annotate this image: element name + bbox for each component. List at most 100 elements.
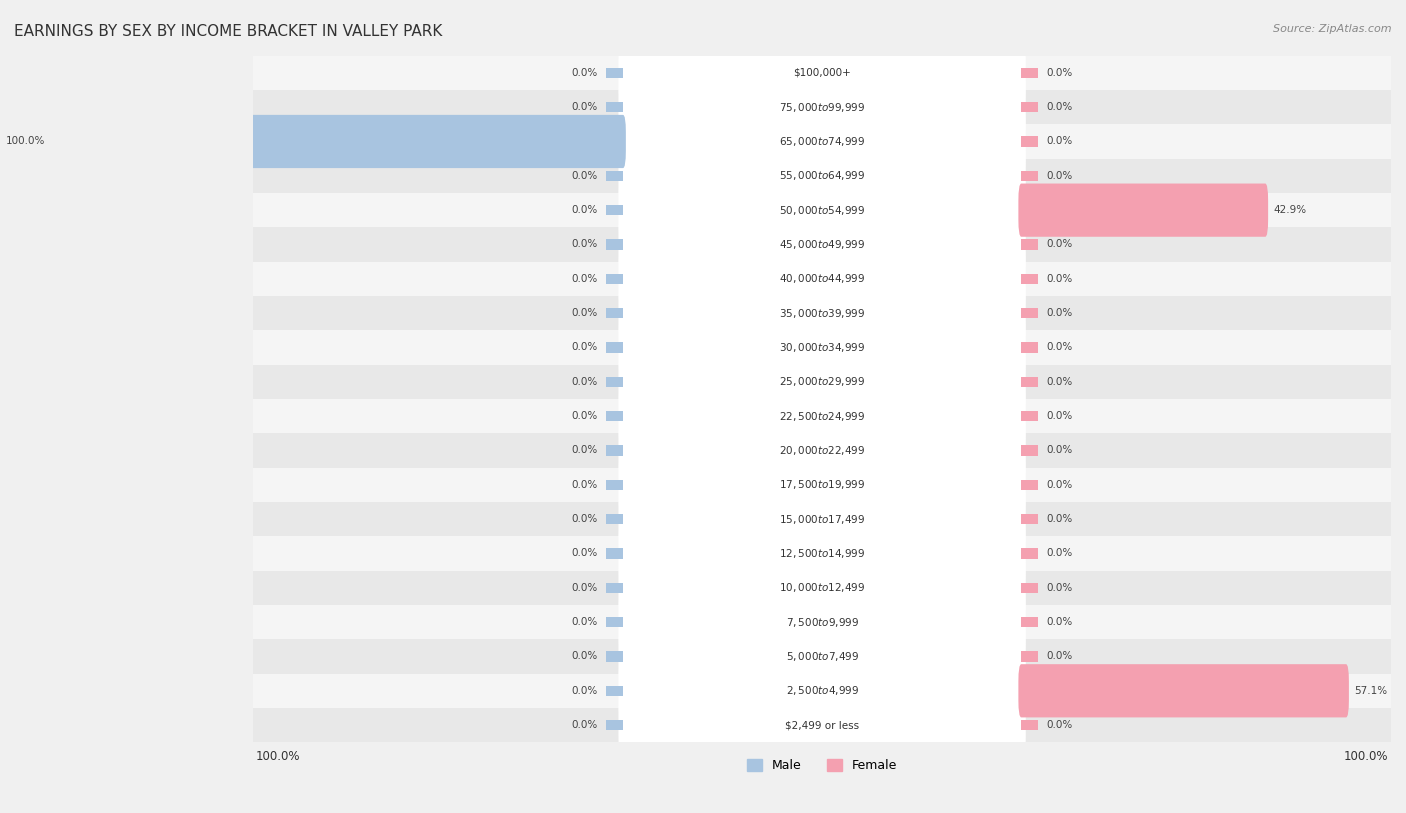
Bar — [1021, 514, 1038, 524]
FancyBboxPatch shape — [619, 414, 1026, 487]
FancyBboxPatch shape — [1018, 184, 1268, 237]
FancyBboxPatch shape — [619, 585, 1026, 659]
Bar — [606, 685, 623, 696]
Bar — [1021, 480, 1038, 490]
Bar — [253, 159, 1391, 193]
Text: 0.0%: 0.0% — [571, 514, 598, 524]
Bar — [253, 433, 1391, 467]
Text: $65,000 to $74,999: $65,000 to $74,999 — [779, 135, 865, 148]
Text: 0.0%: 0.0% — [571, 171, 598, 180]
Bar — [253, 605, 1391, 639]
Bar — [1021, 308, 1038, 319]
FancyBboxPatch shape — [619, 105, 1026, 178]
Text: 0.0%: 0.0% — [1047, 446, 1073, 455]
Bar — [253, 537, 1391, 571]
Text: $12,500 to $14,999: $12,500 to $14,999 — [779, 547, 865, 560]
Text: 0.0%: 0.0% — [571, 342, 598, 353]
Bar — [606, 205, 623, 215]
Text: $45,000 to $49,999: $45,000 to $49,999 — [779, 238, 865, 251]
Text: Source: ZipAtlas.com: Source: ZipAtlas.com — [1274, 24, 1392, 34]
Bar — [1021, 446, 1038, 455]
Bar — [1021, 67, 1038, 78]
Text: 100.0%: 100.0% — [256, 750, 301, 763]
Bar — [606, 67, 623, 78]
Text: 0.0%: 0.0% — [1047, 274, 1073, 284]
Bar — [606, 583, 623, 593]
Text: 0.0%: 0.0% — [1047, 308, 1073, 318]
FancyBboxPatch shape — [619, 482, 1026, 556]
Text: 0.0%: 0.0% — [1047, 240, 1073, 250]
Text: 0.0%: 0.0% — [1047, 549, 1073, 559]
Text: 0.0%: 0.0% — [1047, 171, 1073, 180]
FancyBboxPatch shape — [619, 173, 1026, 247]
Bar — [1021, 617, 1038, 628]
Text: 0.0%: 0.0% — [571, 720, 598, 730]
Bar — [606, 171, 623, 181]
Bar — [253, 365, 1391, 399]
Text: 0.0%: 0.0% — [571, 102, 598, 112]
Text: $40,000 to $44,999: $40,000 to $44,999 — [779, 272, 865, 285]
Text: 0.0%: 0.0% — [571, 480, 598, 489]
Text: 100.0%: 100.0% — [1344, 750, 1388, 763]
Text: 0.0%: 0.0% — [571, 583, 598, 593]
FancyBboxPatch shape — [619, 242, 1026, 315]
Bar — [1021, 102, 1038, 112]
Text: $25,000 to $29,999: $25,000 to $29,999 — [779, 376, 865, 389]
Bar — [253, 399, 1391, 433]
FancyBboxPatch shape — [619, 448, 1026, 522]
Bar — [606, 617, 623, 628]
Text: 0.0%: 0.0% — [1047, 720, 1073, 730]
Text: $10,000 to $12,499: $10,000 to $12,499 — [779, 581, 865, 594]
Bar — [1021, 274, 1038, 284]
FancyBboxPatch shape — [619, 207, 1026, 281]
Text: EARNINGS BY SEX BY INCOME BRACKET IN VALLEY PARK: EARNINGS BY SEX BY INCOME BRACKET IN VAL… — [14, 24, 443, 39]
Text: 0.0%: 0.0% — [571, 446, 598, 455]
FancyBboxPatch shape — [619, 139, 1026, 213]
Text: 0.0%: 0.0% — [571, 205, 598, 215]
Text: $35,000 to $39,999: $35,000 to $39,999 — [779, 307, 865, 320]
Text: 0.0%: 0.0% — [1047, 651, 1073, 662]
FancyBboxPatch shape — [619, 379, 1026, 453]
Text: $15,000 to $17,499: $15,000 to $17,499 — [779, 513, 865, 526]
Text: 0.0%: 0.0% — [1047, 376, 1073, 387]
Text: 0.0%: 0.0% — [571, 686, 598, 696]
Bar — [253, 467, 1391, 502]
Text: $20,000 to $22,499: $20,000 to $22,499 — [779, 444, 865, 457]
Text: $50,000 to $54,999: $50,000 to $54,999 — [779, 203, 865, 216]
Bar — [253, 55, 1391, 90]
Text: 0.0%: 0.0% — [1047, 583, 1073, 593]
Bar — [253, 262, 1391, 296]
Bar — [606, 239, 623, 250]
Text: $30,000 to $34,999: $30,000 to $34,999 — [779, 341, 865, 354]
Bar — [1021, 376, 1038, 387]
Text: $2,500 to $4,999: $2,500 to $4,999 — [786, 685, 859, 698]
Text: 0.0%: 0.0% — [571, 274, 598, 284]
Bar — [253, 193, 1391, 228]
Bar — [606, 308, 623, 319]
Legend: Male, Female: Male, Female — [742, 754, 903, 777]
Text: 0.0%: 0.0% — [1047, 411, 1073, 421]
Bar — [253, 330, 1391, 365]
Bar — [253, 124, 1391, 159]
Bar — [606, 411, 623, 421]
Text: 0.0%: 0.0% — [571, 411, 598, 421]
Bar — [253, 90, 1391, 124]
FancyBboxPatch shape — [619, 345, 1026, 419]
Text: $7,500 to $9,999: $7,500 to $9,999 — [786, 615, 859, 628]
FancyBboxPatch shape — [619, 70, 1026, 144]
Text: 0.0%: 0.0% — [1047, 342, 1073, 353]
Text: 0.0%: 0.0% — [571, 651, 598, 662]
Bar — [1021, 720, 1038, 730]
Text: 0.0%: 0.0% — [571, 617, 598, 627]
Text: $100,000+: $100,000+ — [793, 67, 851, 78]
Bar — [606, 342, 623, 353]
Text: 0.0%: 0.0% — [1047, 617, 1073, 627]
Bar — [606, 651, 623, 662]
Text: 0.0%: 0.0% — [1047, 514, 1073, 524]
Bar — [606, 274, 623, 284]
FancyBboxPatch shape — [619, 689, 1026, 762]
Bar — [253, 571, 1391, 605]
Bar — [253, 502, 1391, 537]
Bar — [1021, 651, 1038, 662]
Text: 100.0%: 100.0% — [6, 137, 45, 146]
